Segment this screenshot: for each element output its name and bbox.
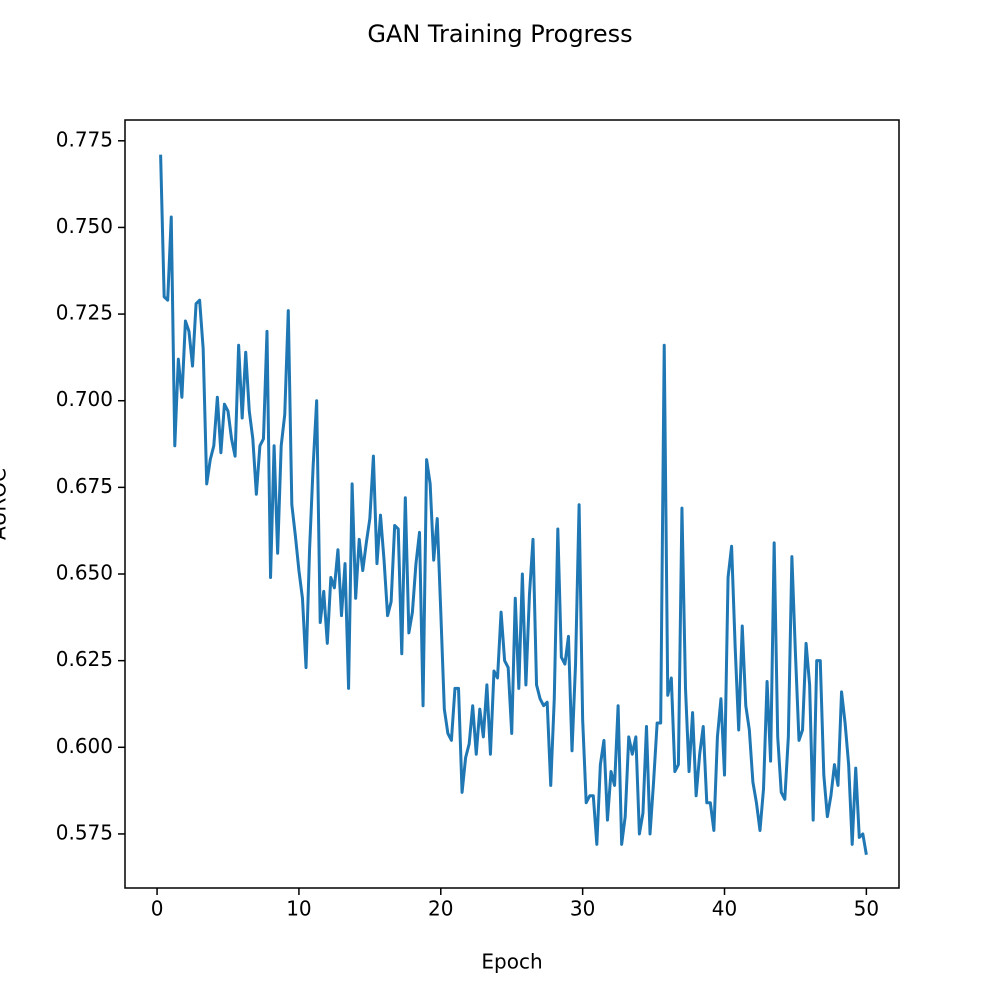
y-tick-label: 0.675 [56, 474, 113, 498]
y-tick-label: 0.725 [56, 301, 113, 325]
chart-title: GAN Training Progress [367, 20, 632, 48]
x-tick-label: 0 [151, 897, 164, 921]
plot-frame [124, 119, 900, 889]
x-tick-label: 40 [712, 897, 737, 921]
y-tick-label: 0.650 [56, 561, 113, 585]
x-tick-label: 10 [286, 897, 311, 921]
y-tick-label: 0.625 [56, 647, 113, 671]
y-tick-label: 0.750 [56, 214, 113, 238]
x-tick-label: 50 [854, 897, 879, 921]
y-tick-label: 0.575 [56, 820, 113, 844]
y-tick-label: 0.600 [56, 734, 113, 758]
y-axis-label: AUROC [0, 468, 11, 540]
x-axis-label: Epoch [481, 950, 542, 974]
x-tick-label: 30 [570, 897, 595, 921]
data-line [159, 154, 868, 855]
x-tick-label: 20 [428, 897, 453, 921]
y-tick-label: 0.775 [56, 127, 113, 151]
y-tick-label: 0.700 [56, 387, 113, 411]
